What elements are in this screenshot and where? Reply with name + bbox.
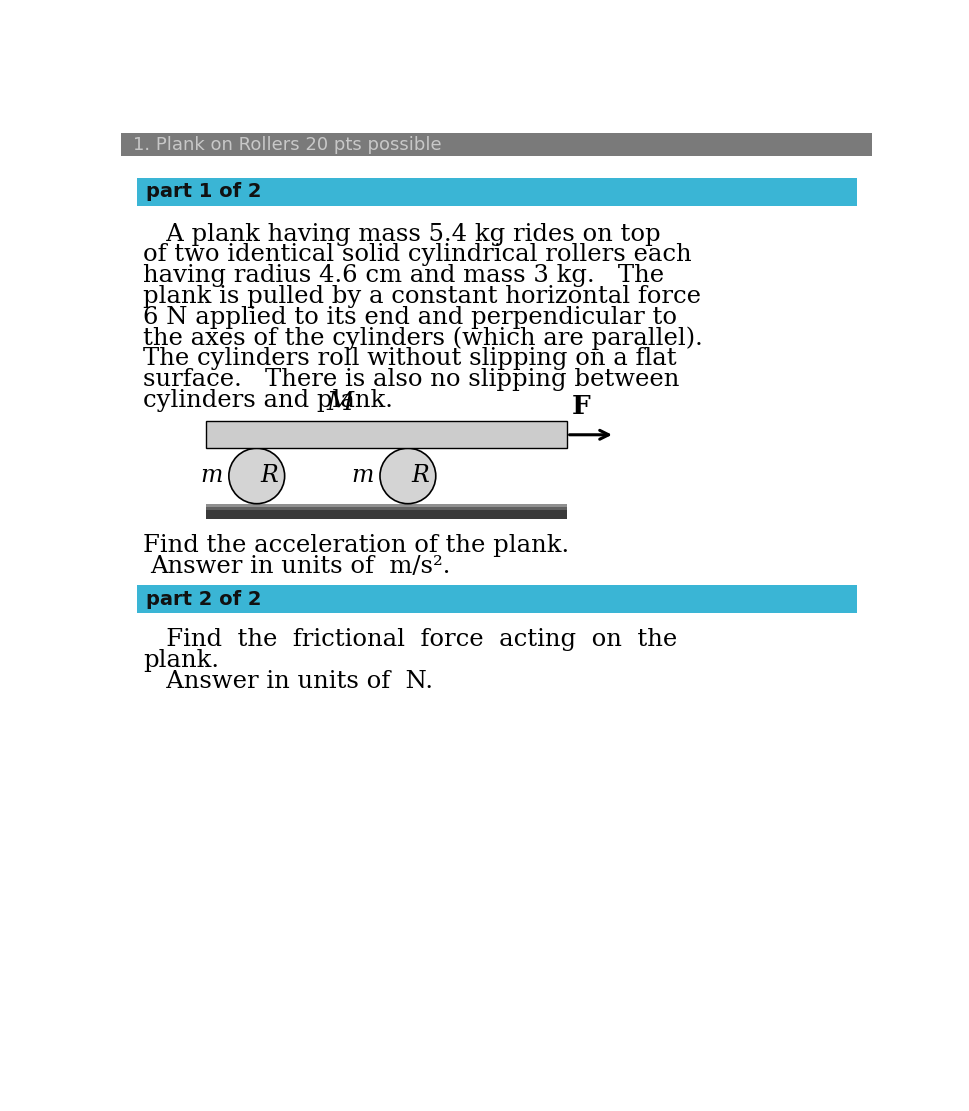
Bar bbox=[206, 507, 567, 510]
Text: of two identical solid cylindrical rollers each: of two identical solid cylindrical rolle… bbox=[142, 243, 692, 267]
Text: Answer in units of  N.: Answer in units of N. bbox=[142, 670, 433, 693]
Text: the axes of the cylinders (which are parallel).: the axes of the cylinders (which are par… bbox=[142, 327, 703, 350]
Text: m: m bbox=[201, 464, 223, 488]
Text: Answer in units of  m/s².: Answer in units of m/s². bbox=[150, 556, 451, 579]
Text: having radius 4.6 cm and mass 3 kg.   The: having radius 4.6 cm and mass 3 kg. The bbox=[142, 264, 664, 288]
Text: R: R bbox=[412, 464, 429, 488]
Text: plank.: plank. bbox=[142, 649, 219, 672]
Bar bbox=[137, 585, 857, 613]
Text: 6 N applied to its end and perpendicular to: 6 N applied to its end and perpendicular… bbox=[142, 306, 676, 329]
Text: R: R bbox=[261, 464, 278, 488]
Text: surface.   There is also no slipping between: surface. There is also no slipping betwe… bbox=[142, 368, 679, 391]
Text: part 2 of 2: part 2 of 2 bbox=[146, 590, 262, 609]
Text: A plank having mass 5.4 kg rides on top: A plank having mass 5.4 kg rides on top bbox=[142, 222, 661, 246]
Text: Find the acceleration of the plank.: Find the acceleration of the plank. bbox=[142, 534, 569, 558]
Text: Find  the  frictional  force  acting  on  the: Find the frictional force acting on the bbox=[142, 629, 677, 651]
Bar bbox=[121, 133, 872, 157]
Bar bbox=[206, 503, 567, 507]
Text: 1. Plank on Rollers 20 pts possible: 1. Plank on Rollers 20 pts possible bbox=[133, 136, 441, 153]
Bar bbox=[206, 421, 567, 448]
Circle shape bbox=[380, 448, 436, 503]
Text: M: M bbox=[327, 390, 354, 416]
Text: m: m bbox=[352, 464, 374, 488]
Bar bbox=[137, 178, 857, 206]
Text: The cylinders roll without slipping on a flat: The cylinders roll without slipping on a… bbox=[142, 348, 676, 370]
Bar bbox=[206, 503, 567, 519]
Circle shape bbox=[229, 448, 285, 503]
Text: F: F bbox=[572, 394, 590, 419]
Text: plank is pulled by a constant horizontal force: plank is pulled by a constant horizontal… bbox=[142, 286, 701, 308]
Text: part 1 of 2: part 1 of 2 bbox=[146, 182, 262, 201]
Text: cylinders and plank.: cylinders and plank. bbox=[142, 389, 392, 412]
Bar bbox=[137, 206, 857, 729]
Bar bbox=[137, 613, 857, 767]
